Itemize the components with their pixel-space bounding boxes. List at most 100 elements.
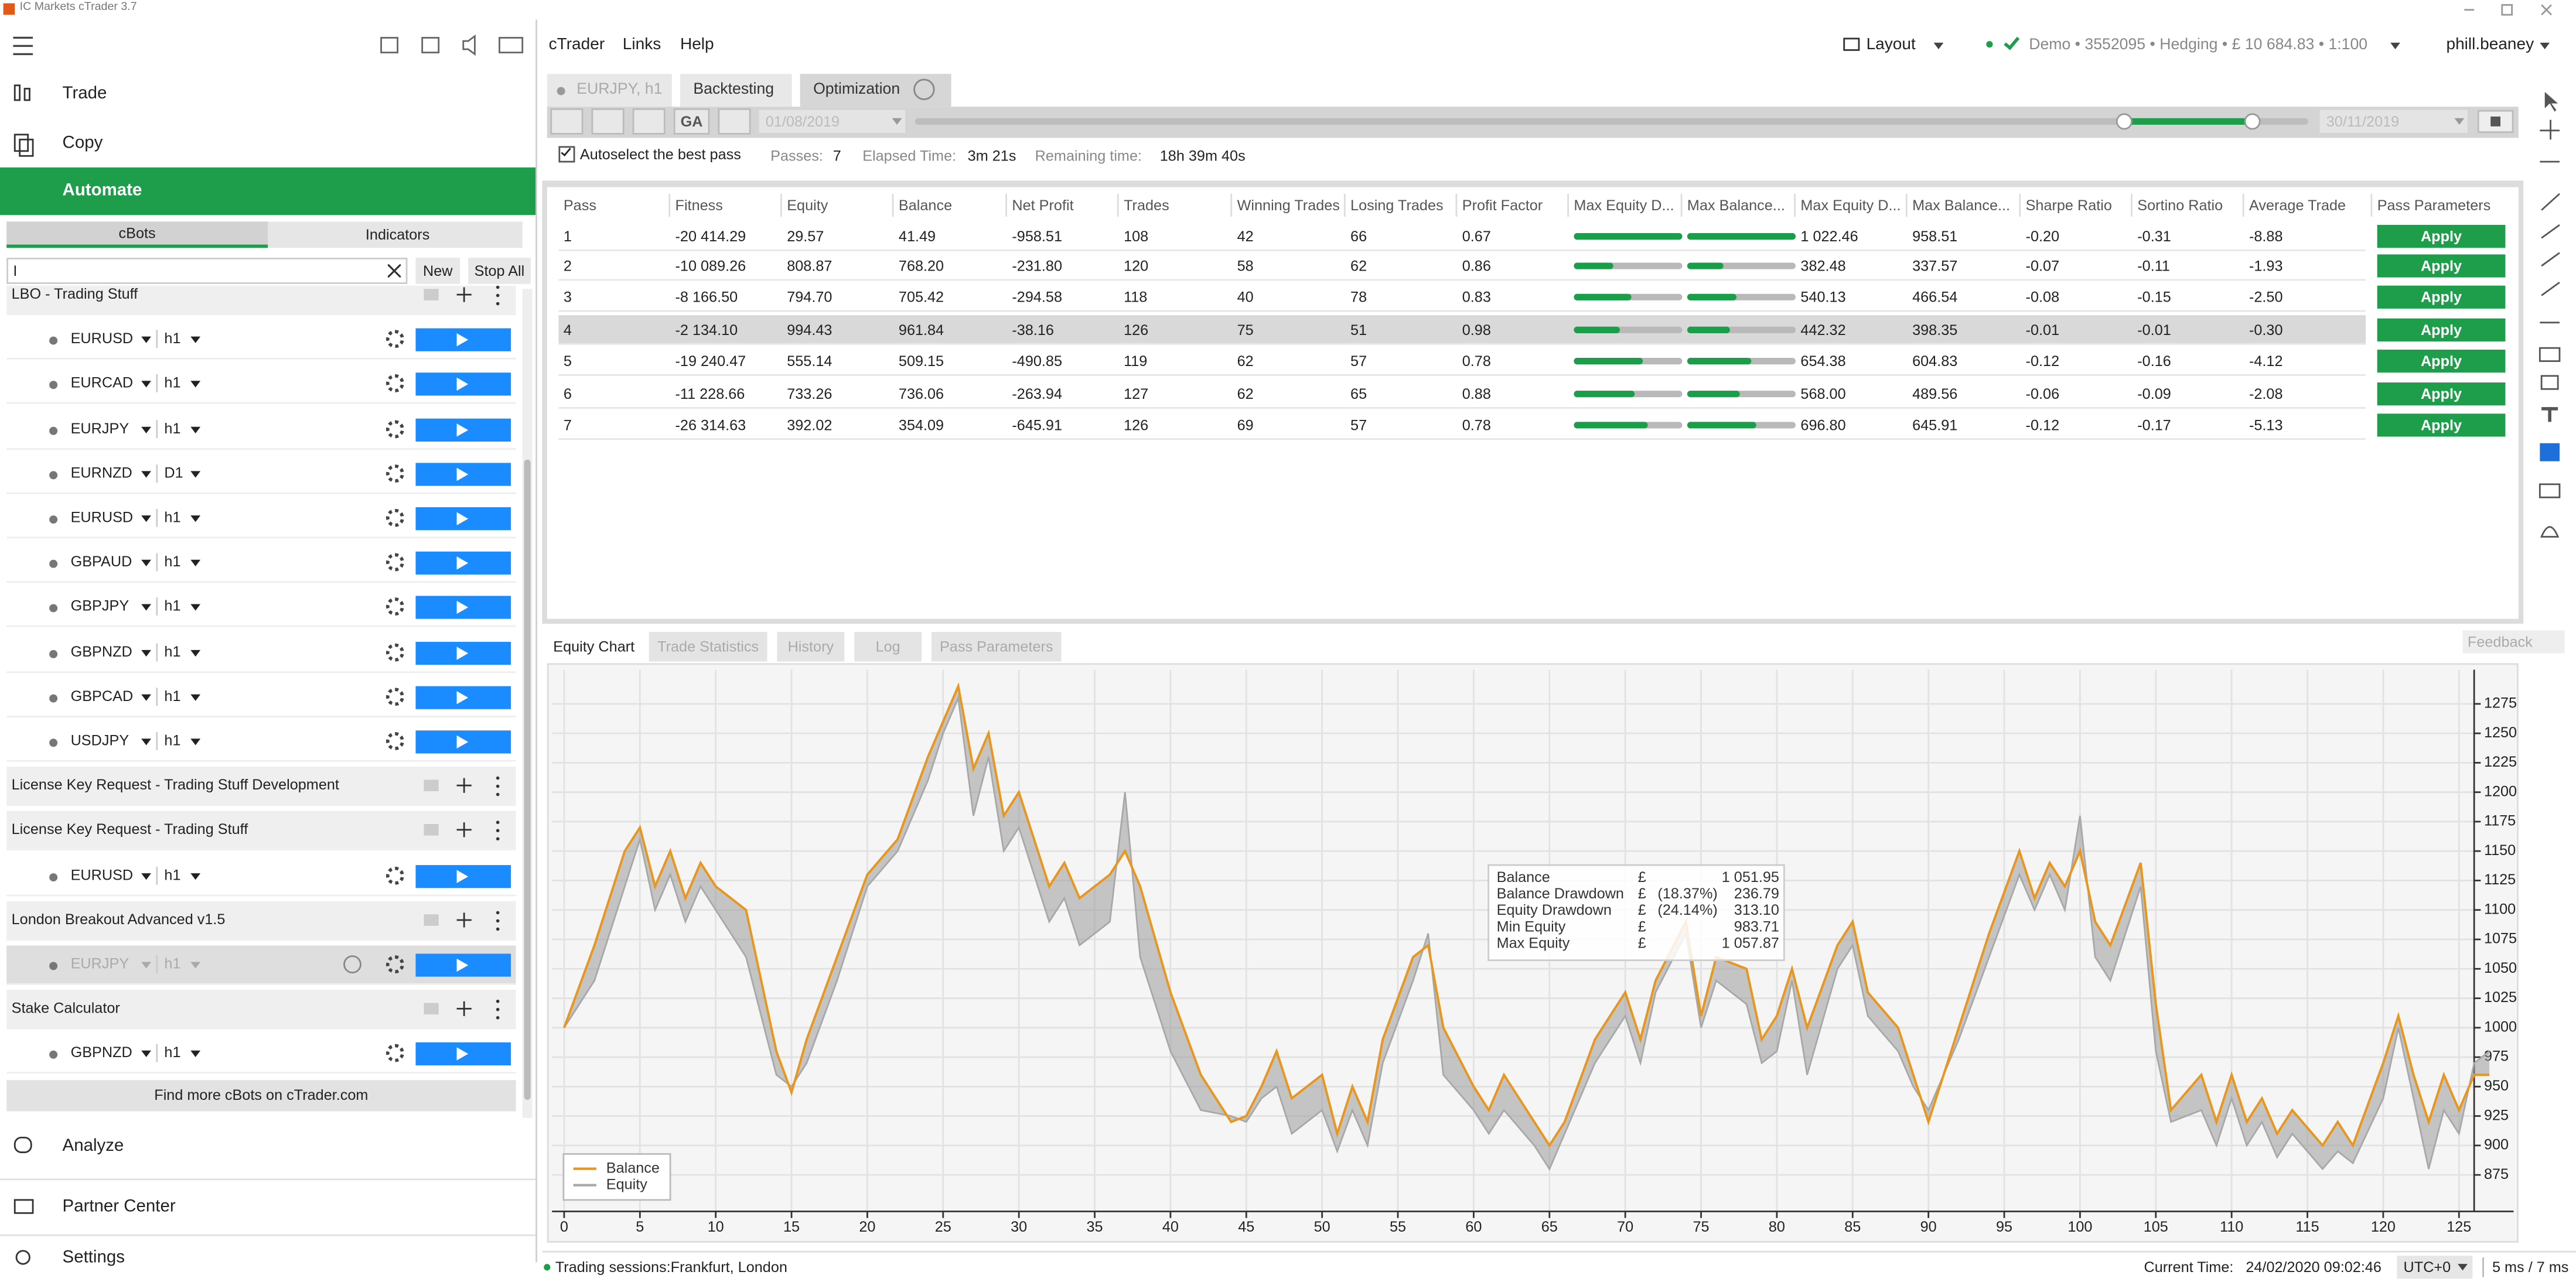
- button[interactable]: Stop All: [468, 258, 531, 284]
- ga-button[interactable]: GA: [673, 108, 710, 135]
- column-header[interactable]: Max Balance...: [1687, 197, 1785, 214]
- apply-button[interactable]: Apply: [2377, 254, 2506, 278]
- layout-menu[interactable]: Layout: [1866, 36, 1916, 54]
- apply-button[interactable]: Apply: [2377, 318, 2506, 341]
- table-row[interactable]: [558, 221, 2366, 251]
- apply-button[interactable]: Apply: [2377, 350, 2506, 373]
- column-header[interactable]: Pass: [563, 197, 596, 214]
- settings[interactable]: [385, 866, 404, 884]
- account-info[interactable]: Demo • 3552095 • Hedging • £ 10 684.83 •…: [2029, 36, 2368, 54]
- window-controls[interactable]: [2464, 4, 2552, 16]
- play-button[interactable]: [415, 1042, 511, 1066]
- tool-button[interactable]: [632, 108, 666, 135]
- legend-label: Equity: [606, 1176, 647, 1192]
- tab[interactable]: Log: [854, 632, 922, 662]
- settings[interactable]: [385, 732, 404, 750]
- settings[interactable]: [385, 598, 404, 617]
- apply-button[interactable]: Apply: [2377, 382, 2506, 406]
- feedback[interactable]: Feedback: [2462, 630, 2565, 654]
- settings[interactable]: [385, 687, 404, 706]
- table-row[interactable]: [558, 346, 2366, 376]
- table-row[interactable]: [558, 410, 2366, 440]
- checkbox[interactable]: [558, 146, 575, 163]
- tab[interactable]: History: [777, 632, 845, 662]
- column-header[interactable]: Balance: [898, 197, 953, 214]
- button[interactable]: New: [415, 258, 460, 284]
- settings[interactable]: [385, 1044, 404, 1063]
- menu-icon[interactable]: [13, 36, 33, 56]
- menu-item[interactable]: Help: [680, 36, 714, 54]
- tool-button[interactable]: [591, 108, 625, 135]
- column-header[interactable]: Max Balance...: [1912, 197, 2011, 214]
- menu-item[interactable]: cTrader: [548, 36, 605, 54]
- tab[interactable]: Backtesting: [680, 74, 792, 107]
- tab[interactable]: Trade Statistics: [649, 632, 767, 662]
- table-row[interactable]: [558, 282, 2366, 312]
- apply-button[interactable]: Apply: [2377, 413, 2506, 437]
- column-header[interactable]: Profit Factor: [1462, 197, 1543, 214]
- column-header[interactable]: Winning Trades: [1237, 197, 1340, 214]
- tab[interactable]: Optimization: [800, 74, 951, 107]
- play-button[interactable]: [415, 462, 511, 486]
- column-header[interactable]: Net Profit: [1012, 197, 1074, 214]
- column-header[interactable]: Pass Parameters: [2377, 197, 2491, 214]
- settings[interactable]: [385, 642, 404, 661]
- play-button[interactable]: [415, 373, 511, 396]
- tab-active[interactable]: cBots: [6, 221, 268, 248]
- nav-item[interactable]: Partner Center: [62, 1196, 176, 1216]
- play-button[interactable]: [415, 641, 511, 665]
- column-header[interactable]: Sortino Ratio: [2137, 197, 2223, 214]
- column-header[interactable]: Trades: [1124, 197, 1169, 214]
- column-header[interactable]: Max Equity D...: [1574, 197, 1674, 214]
- play-button[interactable]: [415, 507, 511, 531]
- apply-button[interactable]: Apply: [2377, 224, 2506, 248]
- column-header[interactable]: Average Trade: [2249, 197, 2346, 214]
- column-header[interactable]: Equity: [787, 197, 828, 214]
- settings[interactable]: [385, 955, 404, 974]
- column-header[interactable]: Sharpe Ratio: [2025, 197, 2112, 214]
- nav-item[interactable]: Analyze: [62, 1136, 124, 1156]
- column-header[interactable]: Max Equity D...: [1800, 197, 1901, 214]
- column-header[interactable]: Fitness: [675, 197, 723, 214]
- play-button[interactable]: [415, 953, 511, 977]
- tab[interactable]: Indicators: [365, 226, 430, 243]
- find-more[interactable]: Find more cBots on cTrader.com: [6, 1080, 516, 1112]
- tab[interactable]: Equity Chart: [547, 632, 641, 662]
- apply-button[interactable]: Apply: [2377, 285, 2506, 309]
- settings[interactable]: [385, 464, 404, 483]
- speed-button[interactable]: [718, 108, 751, 135]
- table-row[interactable]: [558, 379, 2366, 409]
- play-button[interactable]: [415, 596, 511, 620]
- nav-item[interactable]: Copy: [62, 133, 103, 153]
- settings[interactable]: [385, 553, 404, 572]
- nav-item[interactable]: Settings: [62, 1247, 125, 1267]
- user-menu[interactable]: phill.beaney: [2446, 36, 2534, 54]
- slider-handle[interactable]: [2116, 113, 2133, 130]
- slider-handle[interactable]: [2244, 113, 2261, 130]
- clear-search[interactable]: [387, 264, 401, 278]
- tab[interactable]: EURJPY, h1: [547, 74, 672, 107]
- play-button[interactable]: [415, 329, 511, 352]
- play-button[interactable]: [415, 730, 511, 754]
- settings[interactable]: [385, 508, 404, 527]
- nav-item[interactable]: Automate: [62, 180, 142, 200]
- autoselect[interactable]: Autoselect the best pass: [579, 146, 741, 163]
- play-button[interactable]: [415, 418, 511, 441]
- tab[interactable]: Pass Parameters: [931, 632, 1062, 662]
- settings[interactable]: [385, 419, 404, 438]
- scroll-thumb[interactable]: [524, 459, 531, 1100]
- menu-item[interactable]: Links: [622, 36, 661, 54]
- table-row[interactable]: [558, 315, 2366, 345]
- table-row[interactable]: [558, 251, 2366, 281]
- settings[interactable]: [385, 330, 404, 348]
- right-tools[interactable]: [2539, 91, 2561, 538]
- search-input[interactable]: I: [6, 258, 408, 284]
- settings[interactable]: [385, 375, 404, 393]
- top-icons[interactable]: [380, 34, 524, 56]
- column-header[interactable]: Losing Trades: [1350, 197, 1444, 214]
- nav-item[interactable]: Trade: [62, 83, 107, 104]
- tool-button[interactable]: [550, 108, 584, 135]
- play-button[interactable]: [415, 552, 511, 575]
- play-button[interactable]: [415, 686, 511, 709]
- play-button[interactable]: [415, 864, 511, 888]
